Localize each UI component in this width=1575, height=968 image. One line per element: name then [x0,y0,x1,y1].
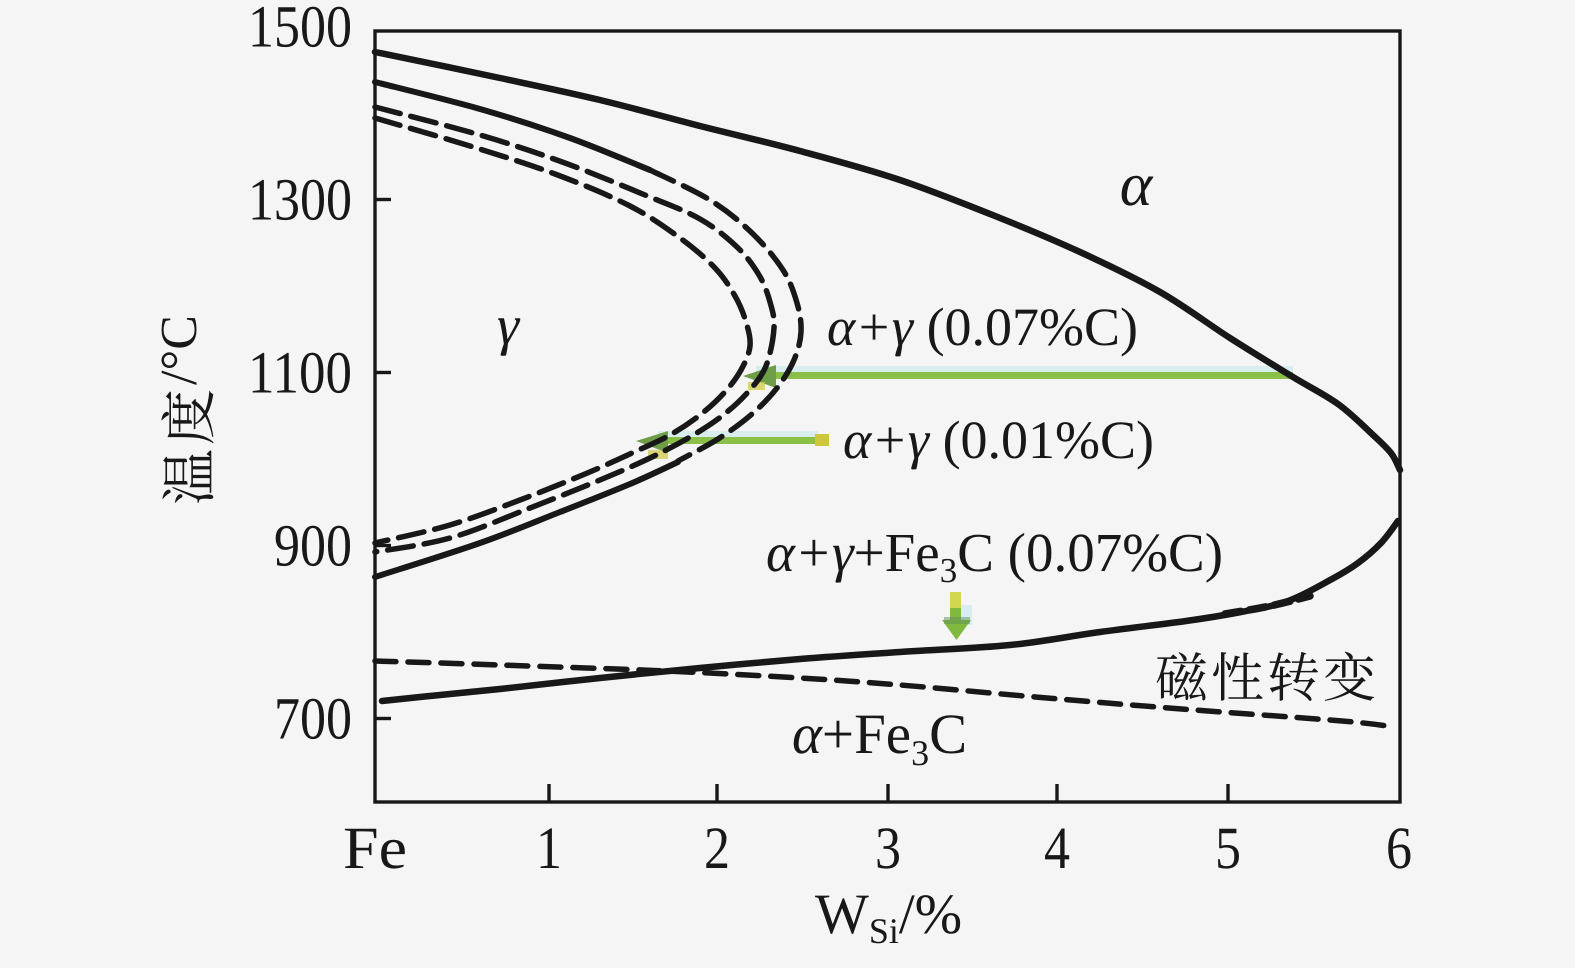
svg-text:α+γ (0.07%C): α+γ (0.07%C) [827,297,1138,357]
svg-text:3: 3 [875,815,901,881]
svg-text:2: 2 [704,815,730,881]
svg-text:1500: 1500 [248,0,352,60]
svg-text:1300: 1300 [248,167,352,233]
svg-text:5: 5 [1215,815,1241,881]
svg-text:α+Fe3C: α+Fe3C [792,703,967,773]
svg-text:1: 1 [536,815,562,881]
svg-text:α+γ (0.01%C): α+γ (0.01%C) [843,410,1154,470]
svg-text:α: α [1120,151,1154,219]
svg-text:γ: γ [497,295,521,357]
svg-text:700: 700 [274,686,352,752]
svg-text:Fe: Fe [343,815,407,881]
svg-text:/°C: /°C [151,315,208,385]
svg-text:α+γ+Fe3C (0.07%C): α+γ+Fe3C (0.07%C) [766,522,1223,590]
svg-text:6: 6 [1386,815,1412,881]
svg-text:1100: 1100 [248,340,352,406]
svg-text:4: 4 [1044,815,1070,881]
svg-text:900: 900 [274,513,352,579]
